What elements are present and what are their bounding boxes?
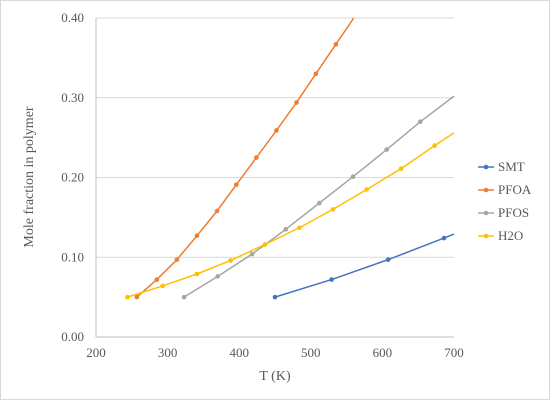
y-axis-title: Mole fraction in polymer [22, 106, 37, 247]
y-tick-labels: 0.00 0.10 0.20 0.30 0.40 [61, 10, 84, 344]
data-point-smt [385, 257, 391, 262]
data-point-pfos [384, 147, 389, 152]
y-tick-label: 0.10 [61, 249, 84, 264]
series-line-smt [274, 233, 455, 298]
data-point-h2o [432, 143, 437, 148]
data-point-smt [441, 235, 447, 241]
data-point-h2o [364, 187, 369, 192]
x-tick-label: 600 [373, 345, 393, 360]
data-point-pfoa [154, 277, 160, 282]
legend-item-h2o: H2O [478, 228, 523, 243]
y-tick-label: 0.20 [61, 170, 84, 185]
y-tick-label: 0.40 [61, 10, 84, 25]
series-line-pfoa [136, 17, 355, 298]
legend-label: SMT [498, 159, 525, 174]
legend-item-smt: SMT [478, 159, 525, 174]
data-point-pfoa [274, 128, 279, 133]
data-point-h2o [297, 225, 302, 231]
data-point-h2o [160, 283, 165, 289]
legend-swatch-marker [483, 187, 489, 193]
legend-item-pfos: PFOS [478, 205, 529, 220]
plot-area [125, 17, 455, 300]
x-tick-label: 200 [86, 345, 106, 360]
legend-swatch-marker [483, 210, 489, 216]
x-tick-label: 400 [229, 345, 249, 360]
y-tick-label: 0.00 [61, 329, 84, 344]
data-point-smt [272, 294, 278, 300]
data-point-h2o [262, 242, 268, 247]
data-point-pfos [249, 251, 255, 257]
x-tick-labels: 200 300 400 500 600 700 [86, 345, 464, 360]
data-point-pfos [317, 200, 322, 206]
data-point-pfoa [294, 100, 299, 105]
x-axis-title: T (K) [259, 369, 291, 384]
data-point-h2o [228, 258, 233, 263]
data-point-h2o [125, 294, 130, 300]
data-point-smt [329, 277, 334, 282]
series-line-h2o [127, 132, 455, 298]
legend-label: H2O [498, 228, 523, 243]
x-tick-label: 500 [301, 345, 321, 360]
data-point-pfos [350, 174, 356, 180]
data-point-pfoa [254, 155, 259, 160]
data-point-h2o [194, 271, 200, 277]
data-point-pfoa [194, 233, 200, 239]
data-point-pfoa [174, 257, 180, 262]
data-point-pfoa [214, 208, 220, 214]
legend: SMT PFOA PFOS H2O [478, 159, 532, 243]
legend-label: PFOS [498, 205, 529, 220]
legend-label: PFOA [498, 182, 532, 197]
data-point-pfoa [313, 71, 319, 77]
data-point-pfoa [234, 182, 239, 187]
x-tick-label: 700 [444, 345, 464, 360]
legend-item-pfoa: PFOA [478, 182, 532, 197]
legend-swatch-marker [483, 233, 489, 239]
y-tick-label: 0.30 [61, 90, 84, 105]
data-point-pfoa [134, 294, 140, 300]
data-point-pfos [215, 274, 221, 279]
data-point-pfos [181, 294, 187, 300]
data-point-h2o [398, 166, 404, 172]
series-line-pfos [183, 95, 455, 298]
data-point-pfoa [333, 42, 339, 47]
legend-swatch-marker [483, 164, 489, 170]
data-point-h2o [330, 207, 336, 212]
x-tick-label: 300 [158, 345, 178, 360]
data-point-pfos [418, 119, 423, 124]
data-point-pfos [283, 227, 289, 232]
